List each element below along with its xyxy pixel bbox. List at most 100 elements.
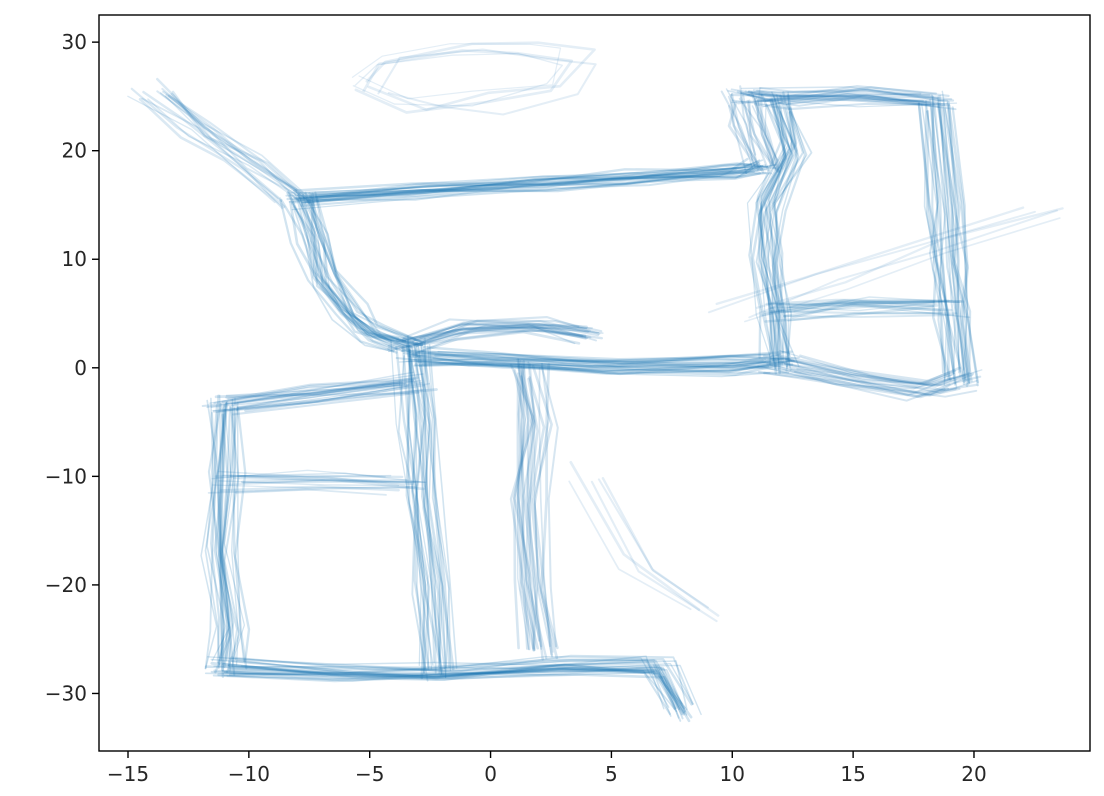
trajectory-stroke xyxy=(228,663,684,716)
trajectory-stroke xyxy=(748,93,783,359)
trajectory-stroke xyxy=(213,379,415,405)
trajectory-stroke xyxy=(212,385,409,413)
trajectory-stroke xyxy=(235,389,424,412)
trajectory-stroke xyxy=(569,460,701,611)
trajectory-stroke xyxy=(216,402,229,665)
trajectory-stroke xyxy=(302,171,767,199)
trajectory-stroke xyxy=(310,163,777,197)
trajectory-stroke xyxy=(942,99,960,374)
trajectory-stroke xyxy=(428,344,458,669)
trajectory-stroke xyxy=(917,102,957,386)
trajectory-stroke xyxy=(210,661,677,710)
trajectory-stroke xyxy=(204,399,220,658)
trajectory-stroke xyxy=(390,339,422,667)
trajectory-stroke xyxy=(756,97,955,102)
trajectory-stroke xyxy=(406,345,431,675)
trajectory-stroke xyxy=(207,655,665,710)
trajectory-stroke xyxy=(214,381,401,399)
trajectory-stroke xyxy=(751,98,787,363)
trajectory-stroke xyxy=(412,326,591,346)
trajectory-stroke xyxy=(937,103,969,387)
trajectory-stroke xyxy=(397,322,592,351)
trajectory-stroke xyxy=(415,341,451,668)
trajectory-stroke xyxy=(409,349,772,367)
trajectory-stroke xyxy=(236,384,426,409)
trajectory-stroke xyxy=(302,159,761,195)
trajectory-stroke xyxy=(727,101,757,167)
trajectory-stroke xyxy=(407,335,435,664)
trajectory-stroke xyxy=(784,306,971,319)
trajectory-stroke xyxy=(756,94,950,107)
trajectory-stroke xyxy=(402,352,764,368)
trajectory-stroke xyxy=(220,407,231,672)
trajectory-stroke xyxy=(531,365,553,656)
trajectory-stroke xyxy=(513,358,530,650)
trajectory-right-outer-vertical xyxy=(917,90,980,389)
trajectory-stroke xyxy=(222,474,406,486)
trajectory-stroke xyxy=(307,166,770,202)
trajectory-stroke xyxy=(211,469,386,480)
trajectory-stroke xyxy=(221,670,672,717)
trajectory-stroke xyxy=(244,388,438,413)
trajectory-stroke xyxy=(418,362,784,376)
trajectory-stroke xyxy=(763,371,950,398)
trajectory-stroke xyxy=(221,404,236,661)
trajectory-stroke xyxy=(739,85,757,156)
y-tick-label: −20 xyxy=(45,573,87,597)
trajectory-right-inner-vertical xyxy=(746,91,813,375)
trajectory-stroke xyxy=(288,194,407,342)
trajectory-stroke xyxy=(756,89,949,102)
trajectory-stroke xyxy=(397,355,429,682)
trajectory-stroke xyxy=(925,100,944,374)
trajectory-stroke xyxy=(750,91,774,165)
trajectory-stroke xyxy=(715,206,1025,306)
trajectory-stroke xyxy=(760,94,790,362)
trajectory-stroke xyxy=(221,662,686,715)
trajectory-stroke xyxy=(230,654,694,706)
trajectory-second-vertical xyxy=(509,358,559,661)
trajectory-stroke xyxy=(523,364,543,648)
trajectory-stroke xyxy=(309,199,412,348)
trajectory-stroke xyxy=(305,198,421,347)
trajectory-stroke xyxy=(219,401,235,667)
trajectory-stroke xyxy=(165,93,304,193)
y-tick-label: −30 xyxy=(45,681,87,705)
trajectory-stroke xyxy=(739,96,770,172)
trajectory-stroke xyxy=(730,93,761,170)
trajectory-stroke xyxy=(217,667,693,719)
trajectory-stroke xyxy=(923,104,946,381)
trajectory-stroke xyxy=(229,479,416,486)
trajectory-stroke xyxy=(509,363,536,651)
trajectory-stroke xyxy=(229,657,681,711)
trajectory-stroke xyxy=(230,373,424,401)
trajectory-stroke xyxy=(790,368,966,396)
trajectory-stroke xyxy=(405,343,430,670)
trajectory-stroke xyxy=(738,97,772,166)
trajectory-left-box-middle xyxy=(207,469,427,496)
trajectory-stroke xyxy=(747,88,934,97)
trajectory-stroke xyxy=(762,102,785,370)
trajectory-stroke xyxy=(213,665,685,714)
trajectory-stroke xyxy=(204,670,678,713)
trajectory-stroke xyxy=(400,329,587,353)
trajectory-stroke xyxy=(590,480,718,623)
trajectory-stroke xyxy=(352,52,563,107)
trajectory-stroke xyxy=(414,361,777,373)
trajectory-stroke xyxy=(757,104,793,364)
trajectory-stroke xyxy=(754,97,781,173)
trajectory-stroke xyxy=(752,86,950,100)
trajectory-stroke xyxy=(409,358,776,369)
trajectory-stroke xyxy=(365,41,596,111)
trajectory-stroke xyxy=(753,102,946,111)
x-tick-label: 20 xyxy=(961,762,986,786)
trajectory-stroke xyxy=(768,95,791,357)
trajectory-stroke xyxy=(917,102,950,380)
trajectory-stroke xyxy=(400,327,593,350)
trajectory-stroke xyxy=(210,394,221,664)
trajectory-stroke xyxy=(223,663,686,716)
trajectory-stroke xyxy=(516,372,535,651)
trajectory-stroke xyxy=(231,404,251,662)
trajectory-stroke xyxy=(387,330,581,351)
trajectory-stroke xyxy=(227,383,431,412)
